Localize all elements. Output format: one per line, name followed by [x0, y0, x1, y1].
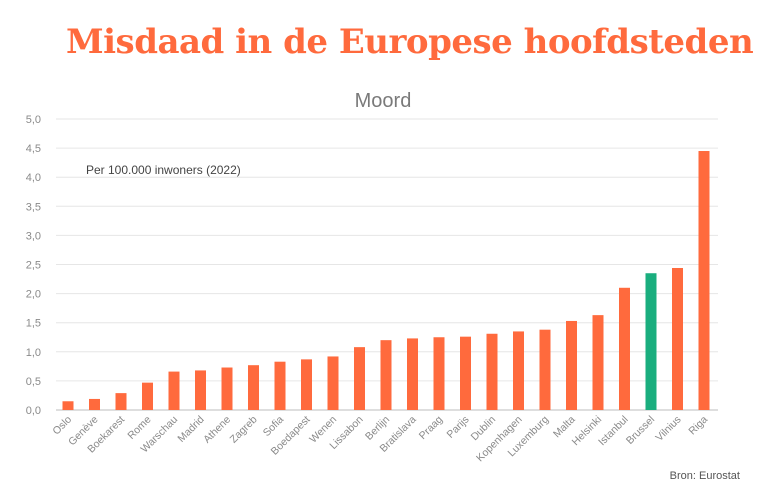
bar-praag — [433, 337, 445, 410]
bar-zagreb — [248, 365, 259, 410]
y-tick-label: 3,5 — [26, 201, 41, 213]
chart-annotation: Per 100.000 inwoners (2022) — [86, 163, 241, 177]
bar-kopenhagen — [513, 331, 524, 410]
bar-boedapest — [301, 359, 312, 410]
bar-madrid — [195, 370, 206, 410]
bars — [62, 151, 710, 410]
bar-genève — [89, 398, 100, 410]
y-tick-label: 2,5 — [26, 260, 41, 272]
y-tick-label: 0,5 — [26, 376, 41, 388]
bar-boekarest — [115, 393, 127, 410]
x-tick-label: Brussel — [624, 414, 657, 447]
bar-rome — [142, 382, 153, 410]
bar-wenen — [327, 356, 339, 410]
x-tick-label: Madrid — [175, 414, 206, 445]
y-tick-label: 2,0 — [26, 289, 41, 301]
chart-title: Moord — [355, 90, 412, 112]
bar-bratislava — [407, 338, 418, 410]
y-tick-label: 5,0 — [26, 114, 41, 126]
y-tick-label: 0,0 — [26, 405, 41, 417]
y-tick-label: 4,5 — [26, 143, 41, 155]
x-axis-labels: OsloGenèveBoekarestRomeWarschauMadridAth… — [50, 414, 710, 465]
x-tick-label: Praag — [417, 414, 445, 442]
bar-malta — [566, 320, 577, 410]
bar-parijs — [460, 336, 471, 410]
bar-helsinki — [592, 315, 604, 410]
bar-sofia — [274, 361, 286, 410]
bar-luxemburg — [539, 329, 551, 410]
x-tick-label: Athene — [201, 414, 233, 446]
headline: Misdaad in de Europese hoofdsteden — [66, 22, 754, 62]
bar-berlijn — [380, 340, 392, 410]
y-tick-label: 3,0 — [26, 230, 41, 242]
y-tick-label: 1,5 — [26, 318, 41, 330]
x-tick-label: Istanbul — [596, 414, 630, 448]
x-tick-label: Riga — [686, 414, 710, 438]
x-tick-label: Parijs — [445, 414, 472, 441]
y-tick-label: 1,0 — [26, 347, 41, 359]
bar-oslo — [62, 401, 74, 410]
bar-dublin — [486, 333, 498, 410]
bar-istanbul — [619, 287, 630, 410]
bar-riga — [698, 151, 710, 410]
bar-vilnius — [672, 267, 683, 410]
y-axis-ticks: 0,0 0,5 1,0 1,5 2,0 2,5 3,0 3,5 4,0 4,5 5,0 — [26, 114, 41, 417]
bar-lissabon — [354, 347, 365, 410]
x-tick-label: Zagreb — [228, 414, 260, 446]
bar-brussel — [645, 273, 657, 410]
y-tick-label: 4,0 — [26, 172, 41, 184]
bar-warschau — [168, 371, 180, 410]
bar-athene — [221, 367, 233, 410]
source-note: Bron: Eurostat — [669, 470, 740, 482]
x-tick-label: Vilnius — [653, 414, 683, 444]
